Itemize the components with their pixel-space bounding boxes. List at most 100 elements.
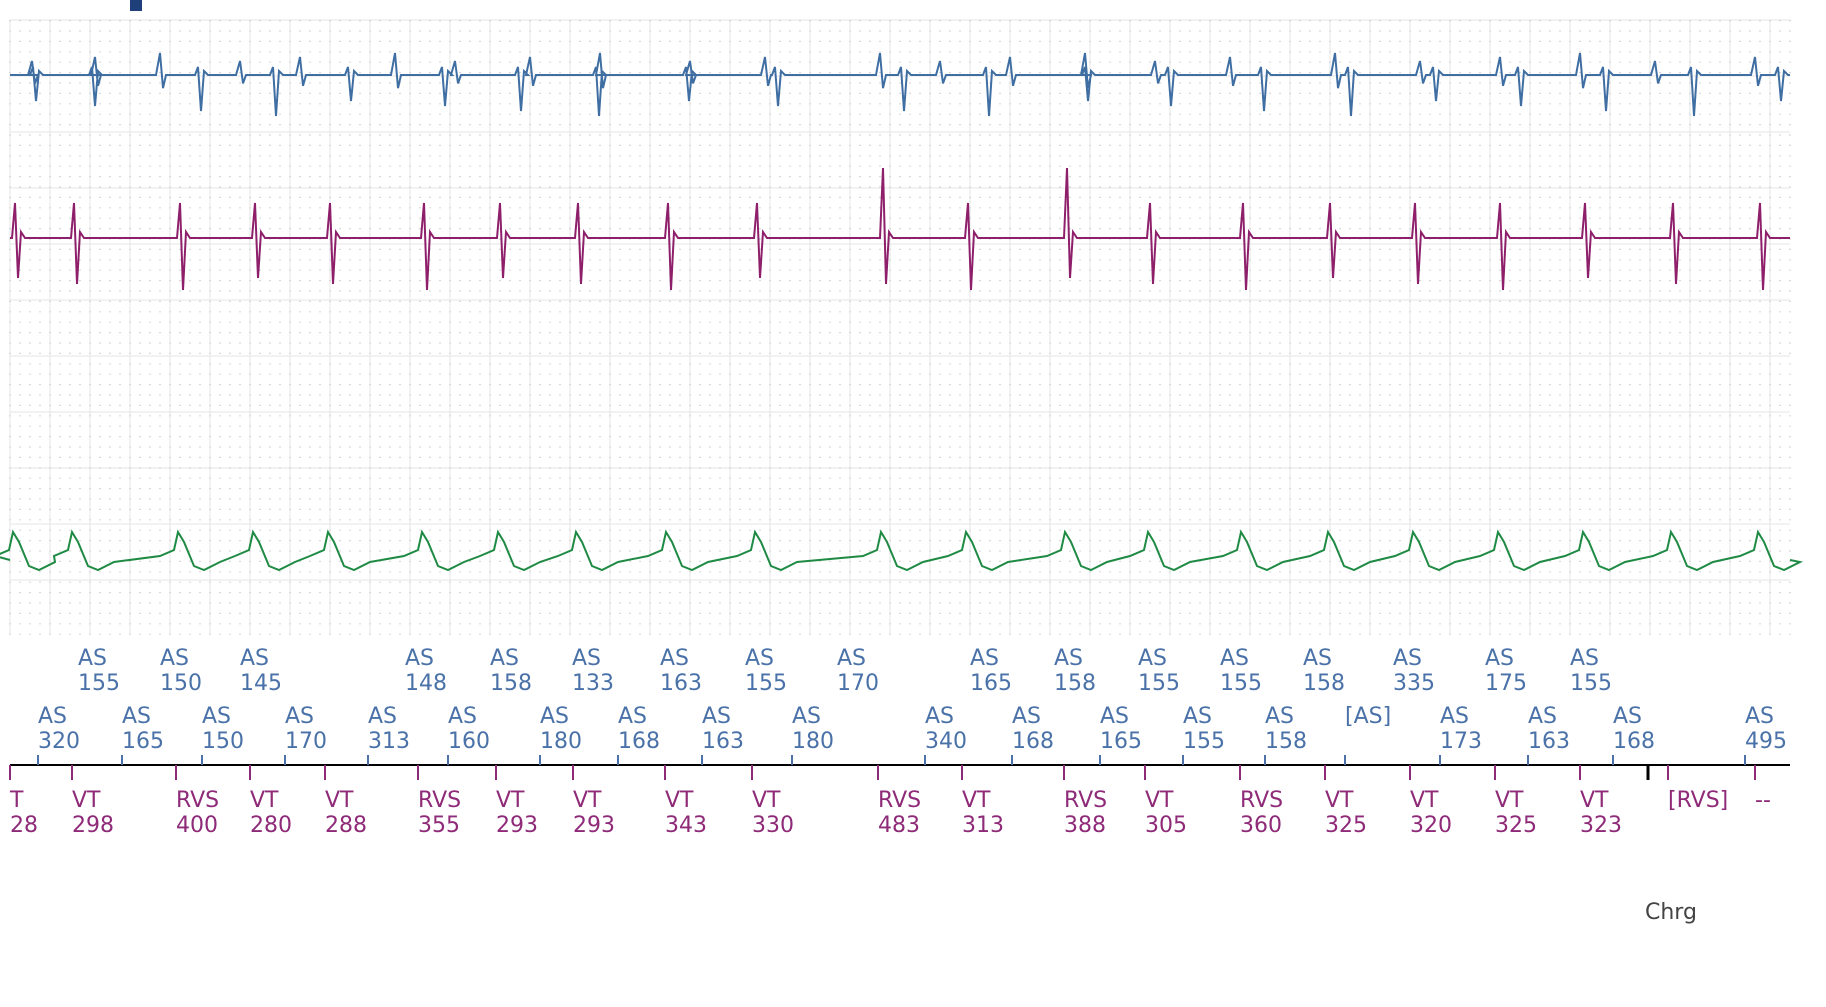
ventricular-marker-value: 360 <box>1240 813 1282 838</box>
atrial-marker-label: AS <box>1265 704 1294 729</box>
atrial-marker-label: AS <box>368 704 397 729</box>
atrial-marker-label: AS <box>160 646 189 671</box>
atrial-marker-label: AS <box>1100 704 1129 729</box>
ventricular-marker-label: VT <box>573 788 602 813</box>
atrial-marker-label: [AS] <box>1345 704 1391 729</box>
ventricular-marker-label: RVS <box>1240 788 1283 813</box>
ventricular-marker-label: [RVS] <box>1668 788 1728 813</box>
atrial-marker-value: 158 <box>490 671 532 696</box>
ventricular-marker-label: RVS <box>1064 788 1107 813</box>
ventricular-marker-value: 400 <box>176 813 218 838</box>
atrial-marker-value: 150 <box>202 729 244 754</box>
ventricular-marker-value: 343 <box>665 813 707 838</box>
ventricular-marker-label: -- <box>1755 788 1771 813</box>
atrial-marker-label: AS <box>925 704 954 729</box>
ventricular-marker-value: 388 <box>1064 813 1106 838</box>
ventricular-marker-label: VT <box>1495 788 1524 813</box>
atrial-marker-value: 145 <box>240 671 282 696</box>
atrial-marker-value: 168 <box>618 729 660 754</box>
atrial-marker-value: 155 <box>1220 671 1262 696</box>
ventricular-marker-label: RVS <box>176 788 219 813</box>
ventricular-marker-label: VT <box>962 788 991 813</box>
atrial-marker-value: 148 <box>405 671 447 696</box>
atrial-marker-label: AS <box>792 704 821 729</box>
atrial-marker-label: AS <box>38 704 67 729</box>
atrial-marker-value: 168 <box>1613 729 1655 754</box>
atrial-marker-value: 158 <box>1265 729 1307 754</box>
traces <box>0 52 1804 572</box>
atrial-marker-value: 155 <box>1570 671 1612 696</box>
atrial-marker-value: 150 <box>160 671 202 696</box>
ventricular-marker-value: 325 <box>1495 813 1537 838</box>
atrial-marker-value: 155 <box>1138 671 1180 696</box>
atrial-marker-value: 158 <box>1054 671 1096 696</box>
atrial-marker-value: 335 <box>1393 671 1435 696</box>
atrial-marker-value: 180 <box>540 729 582 754</box>
atrial-marker-label: AS <box>1138 646 1167 671</box>
atrial-marker-value: 340 <box>925 729 967 754</box>
atrial-marker-label: AS <box>1613 704 1642 729</box>
atrial-marker-label: AS <box>1528 704 1557 729</box>
markers: AS155AS150AS145AS148AS158AS133AS163AS155… <box>9 646 1790 838</box>
ventricular-marker-value: 288 <box>325 813 367 838</box>
atrial-marker-label: AS <box>1440 704 1469 729</box>
atrial-marker-label: AS <box>1220 646 1249 671</box>
atrial-marker-value: 163 <box>702 729 744 754</box>
atrial-marker-value: 170 <box>285 729 327 754</box>
atrial-marker-label: AS <box>1012 704 1041 729</box>
ventricular-marker-value: 483 <box>878 813 920 838</box>
ventricular-marker-label: VT <box>325 788 354 813</box>
atrial-marker-value: 158 <box>1303 671 1345 696</box>
atrial-marker-value: 175 <box>1485 671 1527 696</box>
atrial-marker-value: 165 <box>1100 729 1142 754</box>
ventricular-marker-value: 325 <box>1325 813 1367 838</box>
atrial-marker-value: 155 <box>78 671 120 696</box>
atrial-marker-label: AS <box>202 704 231 729</box>
atrial-marker-value: 155 <box>745 671 787 696</box>
trace-bottom <box>0 529 1804 572</box>
trace-top <box>10 52 1790 117</box>
ventricular-marker-value: 313 <box>962 813 1004 838</box>
atrial-marker-value: 133 <box>572 671 614 696</box>
atrial-marker-value: 165 <box>970 671 1012 696</box>
ventricular-marker-label: RVS <box>878 788 921 813</box>
ventricular-marker-value: 323 <box>1580 813 1622 838</box>
ventricular-marker-label: VT <box>752 788 781 813</box>
atrial-marker-label: AS <box>1393 646 1422 671</box>
atrial-marker-value: 173 <box>1440 729 1482 754</box>
atrial-marker-label: AS <box>1054 646 1083 671</box>
atrial-marker-value: 163 <box>1528 729 1570 754</box>
atrial-marker-label: AS <box>1303 646 1332 671</box>
atrial-marker-label: AS <box>1183 704 1212 729</box>
atrial-marker-label: AS <box>448 704 477 729</box>
atrial-marker-label: AS <box>490 646 519 671</box>
ventricular-marker-label: VT <box>1410 788 1439 813</box>
ventricular-marker-label: VT <box>1580 788 1609 813</box>
ventricular-marker-value: 293 <box>496 813 538 838</box>
atrial-marker-value: 155 <box>1183 729 1225 754</box>
atrial-marker-label: AS <box>660 646 689 671</box>
atrial-marker-value: 495 <box>1745 729 1787 754</box>
atrial-marker-label: AS <box>970 646 999 671</box>
ventricular-marker-value: 28 <box>10 813 38 838</box>
ventricular-marker-value: 280 <box>250 813 292 838</box>
atrial-marker-label: AS <box>1745 704 1774 729</box>
ventricular-marker-value: 298 <box>72 813 114 838</box>
ventricular-marker-value: 305 <box>1145 813 1187 838</box>
ventricular-marker-label: VT <box>1325 788 1354 813</box>
atrial-marker-label: AS <box>702 704 731 729</box>
atrial-marker-label: AS <box>1570 646 1599 671</box>
ventricular-marker-label: VT <box>1145 788 1174 813</box>
ventricular-marker-label: VT <box>250 788 279 813</box>
corner-marker-icon <box>130 0 142 11</box>
ventricular-marker-label: VT <box>665 788 694 813</box>
atrial-marker-value: 165 <box>122 729 164 754</box>
trace-middle <box>10 167 1790 291</box>
atrial-marker-label: AS <box>572 646 601 671</box>
ventricular-marker-label: RVS <box>418 788 461 813</box>
ventricular-marker-label: T <box>9 788 24 813</box>
ventricular-marker-value: 355 <box>418 813 460 838</box>
atrial-marker-label: AS <box>240 646 269 671</box>
ventricular-marker-label: VT <box>496 788 525 813</box>
ventricular-marker-value: 320 <box>1410 813 1452 838</box>
